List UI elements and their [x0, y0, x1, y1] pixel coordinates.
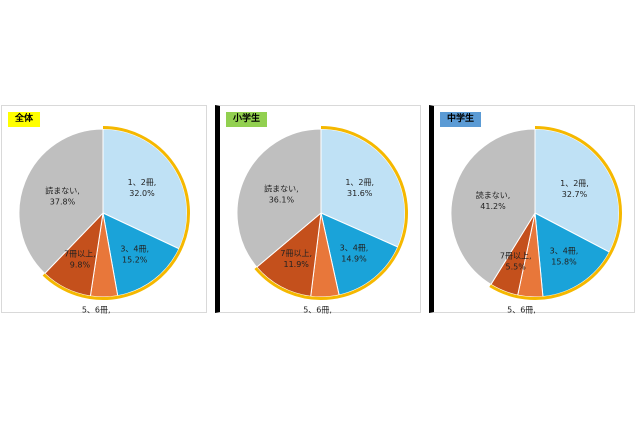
data-label-value: 15.8%	[551, 257, 577, 266]
data-label-category: 読まない,	[264, 184, 299, 194]
pie-panel-zentai: 全体 1、2冊,32.0%3、4冊,15.2%5、6冊,5.2%7冊以上,9.8…	[1, 105, 207, 314]
slice-1-2-books	[534, 128, 620, 253]
pie-chart-chugakusei: 1、2冊,32.7%3、4冊,15.8%5、6冊,4.8%7冊以上,5.5%読ま…	[450, 126, 622, 314]
chart-title-tag: 全体	[8, 112, 41, 127]
data-label-category: 3、4冊,	[550, 246, 579, 255]
data-label-category: 1、2冊,	[128, 178, 157, 187]
slice-3-4-books	[102, 212, 180, 297]
data-label-value: 11.9%	[283, 260, 309, 269]
slice-1-2-books	[320, 128, 406, 248]
pie-panel-shogakusei: 小学生 1、2冊,31.6%3、4冊,14.9%5、6冊,5.4%7冊以上,11…	[215, 105, 421, 314]
data-label-category: 1、2冊,	[345, 178, 374, 187]
data-label-category: 読まない,	[45, 186, 80, 196]
chart-title-tag: 中学生	[440, 112, 482, 127]
reading-highlight-ring	[42, 126, 190, 300]
data-label-category: 5、6冊,	[507, 305, 536, 314]
data-label-value: 9.8%	[70, 261, 91, 270]
data-label-category: 3、4冊,	[120, 244, 149, 253]
data-label-category: 7冊以上,	[64, 250, 96, 259]
data-label-category: 7冊以上,	[280, 249, 312, 258]
data-label-value: 37.8%	[50, 198, 76, 207]
data-label-value: 41.2%	[480, 202, 506, 211]
data-label-value: 31.6%	[347, 189, 373, 198]
pie-chart-zentai: 1、2冊,32.0%3、4冊,15.2%5、6冊,5.2%7冊以上,9.8%読ま…	[18, 126, 190, 314]
data-label-value: 32.7%	[562, 190, 588, 199]
pie-chart-shogakusei: 1、2冊,31.6%3、4冊,14.9%5、6冊,5.4%7冊以上,11.9%読…	[236, 126, 408, 315]
data-label-category: 5、6冊,	[82, 306, 111, 314]
chart-title-tag: 小学生	[226, 112, 268, 127]
data-label-category: 3、4冊,	[340, 243, 369, 252]
slice-not-reading	[18, 128, 104, 275]
data-label-value: 36.1%	[269, 196, 295, 205]
slice-3-4-books	[534, 212, 611, 298]
data-label-category: 5、6冊,	[303, 306, 332, 315]
reading-highlight-ring	[489, 126, 622, 300]
slice-not-reading	[236, 128, 322, 268]
data-label-value: 14.9%	[341, 254, 367, 263]
slice-not-reading	[450, 128, 536, 286]
data-label-category: 読まない,	[476, 190, 511, 200]
data-label-value: 5.5%	[506, 262, 527, 271]
pie-panel-chugakusei: 中学生 1、2冊,32.7%3、4冊,15.8%5、6冊,4.8%7冊以上,5.…	[429, 105, 635, 314]
data-label-value: 15.2%	[122, 255, 148, 264]
data-label-value: 32.0%	[129, 189, 155, 198]
data-label-category: 1、2冊,	[560, 179, 589, 188]
data-label-category: 7冊以上,	[500, 251, 532, 260]
slice-3-4-books	[320, 212, 399, 296]
slice-1-2-books	[102, 128, 188, 250]
reading-highlight-ring	[254, 126, 408, 300]
slice-7plus-books	[256, 211, 322, 297]
